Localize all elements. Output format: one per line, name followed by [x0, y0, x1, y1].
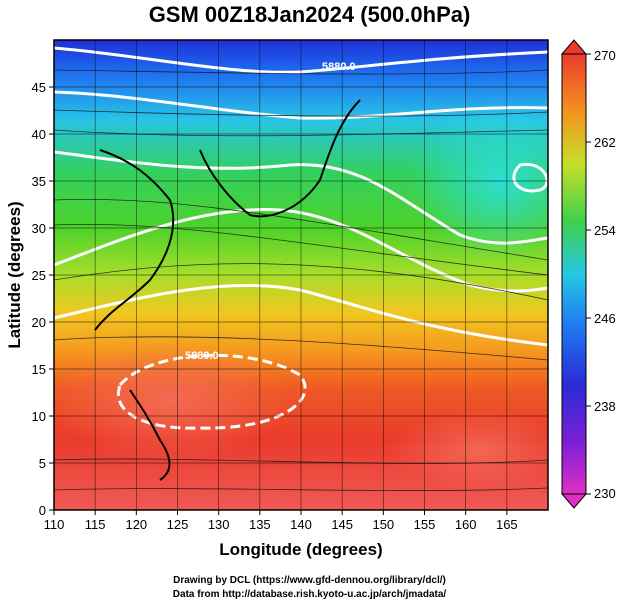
- colorbar: 270 262 254 246 238 230: [560, 39, 616, 509]
- y-tick-label: 20: [32, 315, 46, 330]
- y-tick-label: 0: [39, 503, 46, 518]
- colorbar-top-arrow: [560, 39, 588, 55]
- x-tick-label: 120: [125, 517, 147, 532]
- colorbar-label: 270: [594, 48, 616, 63]
- x-tick-label: 110: [44, 517, 65, 532]
- y-tick-label: 15: [32, 362, 46, 377]
- coastline: [94, 99, 361, 481]
- colorbar-gradient: [561, 53, 587, 495]
- credit-data: Data from http://database.rish.kyoto-u.a…: [172, 589, 447, 600]
- x-tick-label: 135: [249, 517, 271, 532]
- colorbar-label: 246: [594, 311, 616, 326]
- contour-label-north: 5880.0: [322, 61, 356, 73]
- y-tick-label: 25: [32, 268, 46, 283]
- contour-label-south: 5880.0: [185, 350, 219, 362]
- y-tick-label: 30: [32, 221, 46, 236]
- y-tick-label: 10: [32, 409, 46, 424]
- y-tick-label: 45: [32, 80, 46, 95]
- x-tick-label: 155: [414, 517, 436, 532]
- credit-drawing: Drawing by DCL (https://www.gfd-dennou.o…: [173, 575, 446, 586]
- field-features: 5880.0 5880.0: [54, 40, 548, 510]
- x-tick-label: 115: [85, 517, 106, 532]
- x-tick-label: 125: [167, 517, 189, 532]
- x-axis-label: Longitude (degrees): [219, 540, 382, 559]
- colorbar-label: 230: [594, 486, 616, 501]
- x-tick-label: 165: [496, 517, 518, 532]
- colorbar-label: 262: [594, 135, 616, 150]
- y-tick-label: 40: [32, 127, 46, 142]
- x-tick-label: 130: [208, 517, 230, 532]
- colorbar-label: 238: [594, 399, 616, 414]
- colorbar-label: 254: [594, 223, 616, 238]
- y-axis-ticks: 0 5 10 15 20 25 30 35 40 45: [32, 80, 54, 518]
- x-axis-ticks: 110 115 120 125 130 135 140 145 150 155 160 165: [44, 510, 518, 532]
- y-axis-label: Latitude (degrees): [5, 201, 24, 348]
- x-tick-label: 150: [372, 517, 394, 532]
- x-tick-label: 145: [331, 517, 353, 532]
- map-title: GSM 00Z18Jan2024 (500.0hPa): [148, 2, 471, 27]
- x-tick-label: 160: [455, 517, 477, 532]
- x-tick-label: 140: [290, 517, 312, 532]
- colorbar-bottom-arrow: [560, 493, 588, 509]
- y-tick-label: 35: [32, 174, 46, 189]
- y-tick-label: 5: [39, 456, 46, 471]
